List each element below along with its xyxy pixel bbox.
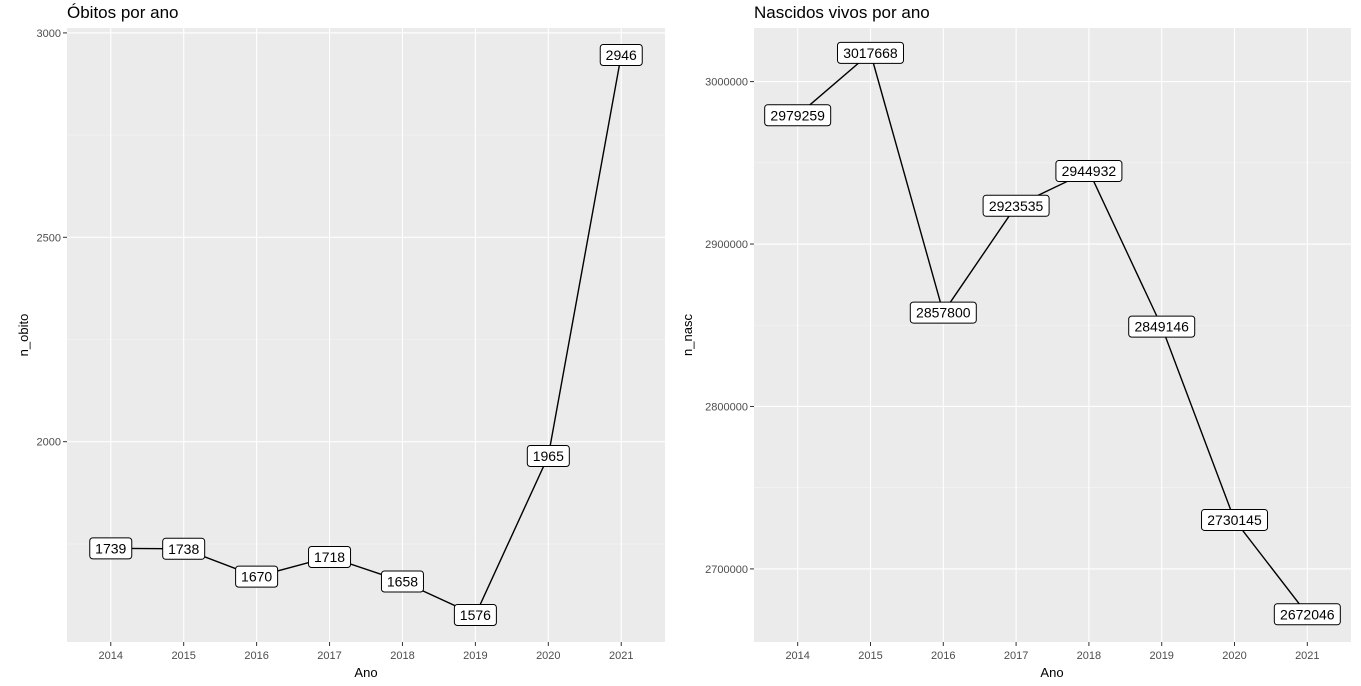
data-labels: 2979259 3017668 2857800 2923535 2944932 28491…: [764, 41, 1341, 626]
y-tick-label: 3000: [37, 28, 61, 40]
data-label-box: [909, 301, 977, 324]
x-tick-label: 2018: [1077, 650, 1101, 662]
x-tick-label: 2017: [1004, 650, 1028, 662]
data-label: 1739: [89, 537, 133, 560]
data-label: 1738: [162, 537, 206, 560]
y-tick-label: 2000: [37, 437, 61, 449]
data-label-box: [235, 565, 279, 588]
data-label-text: 1576: [460, 607, 491, 623]
data-label-box: [162, 537, 206, 560]
plot-panel: [67, 28, 665, 642]
x-tick-label: 2015: [171, 650, 195, 662]
data-label-box: [1201, 508, 1269, 531]
data-label-box: [89, 537, 133, 560]
data-label: 2672046: [1273, 603, 1341, 626]
data-label: 2946: [599, 43, 643, 66]
chart-title: Óbitos por ano: [67, 3, 179, 22]
x-tick-label: 2020: [536, 650, 560, 662]
axes: 2700000 2800000 2900000 3000000 2014 2015 2016…: [705, 77, 1319, 662]
y-axis-title: n_nasc: [680, 314, 695, 356]
x-tick-label: 2019: [463, 650, 487, 662]
data-label-box: [1055, 160, 1123, 183]
series-line: [797, 51, 1308, 615]
data-label-text: 2857800: [916, 305, 971, 321]
data-labels: 1739 1738 1670 1718 1658 1576 1965 2946: [89, 43, 643, 627]
x-tick-label: 2018: [390, 650, 414, 662]
data-label-box: [526, 445, 570, 468]
x-tick-label: 2014: [785, 650, 809, 662]
data-label: 1718: [308, 545, 352, 568]
data-label: 2944932: [1055, 160, 1123, 183]
y-tick-label: 2800000: [705, 401, 748, 413]
grid-lines: [67, 28, 665, 642]
data-label: 3017668: [836, 41, 904, 64]
data-label-text: 2923535: [989, 198, 1044, 214]
y-tick-label: 3000000: [705, 77, 748, 89]
data-label-text: 1965: [533, 448, 564, 464]
data-label-text: 2979259: [770, 107, 825, 123]
data-label-box: [982, 194, 1050, 217]
x-axis-title: Ano: [1040, 665, 1063, 680]
data-label-text: 1739: [95, 540, 126, 556]
data-label-text: 2944932: [1062, 163, 1117, 179]
x-tick-label: 2021: [609, 650, 633, 662]
data-label: 1658: [380, 570, 424, 593]
data-label-box: [599, 43, 643, 66]
data-label-text: 2946: [606, 47, 637, 63]
x-tick-label: 2016: [931, 650, 955, 662]
data-label: 1965: [526, 445, 570, 468]
data-label-box: [1273, 603, 1341, 626]
x-tick-label: 2016: [244, 650, 268, 662]
data-label-box: [380, 570, 424, 593]
data-label: 2857800: [909, 301, 977, 324]
y-tick-label: 2900000: [705, 239, 748, 251]
series: [797, 51, 1308, 615]
data-label-box: [1128, 315, 1196, 338]
data-label-text: 2849146: [1134, 319, 1189, 335]
data-label-text: 1658: [387, 573, 418, 589]
y-tick-label: 2500: [37, 232, 61, 244]
data-label: 1576: [453, 604, 497, 627]
x-tick-label: 2021: [1295, 650, 1319, 662]
x-tick-label: 2017: [317, 650, 341, 662]
chart-title: Nascidos vivos por ano: [754, 3, 930, 22]
data-label: 2979259: [764, 104, 832, 127]
plot-panel: [754, 28, 1351, 642]
nascidos-chart: Nascidos vivos por ano 2700000 2800000 290…: [680, 3, 1351, 680]
data-label-text: 2672046: [1280, 606, 1335, 622]
data-label: 2730145: [1201, 508, 1269, 531]
data-label-box: [308, 545, 352, 568]
data-label-text: 2730145: [1207, 512, 1262, 528]
data-label-text: 1670: [241, 569, 272, 585]
axes: 2000 2500 3000 2014 2015 2016 2017 2018 2019 2020…: [37, 28, 634, 662]
data-label: 1670: [235, 565, 279, 588]
data-label-text: 3017668: [843, 45, 898, 61]
data-label-box: [836, 41, 904, 64]
data-label: 2923535: [982, 194, 1050, 217]
data-label-text: 1718: [314, 549, 345, 565]
data-label-box: [453, 604, 497, 627]
x-axis-title: Ano: [354, 665, 377, 680]
x-tick-label: 2015: [858, 650, 882, 662]
data-label-text: 1738: [168, 541, 199, 557]
data-label: 2849146: [1128, 315, 1196, 338]
x-tick-label: 2020: [1222, 650, 1246, 662]
x-tick-label: 2014: [99, 650, 123, 662]
grid-lines: [754, 28, 1351, 642]
data-label-box: [764, 104, 832, 127]
y-axis-title: n_obito: [16, 314, 31, 357]
y-tick-label: 2700000: [705, 564, 748, 576]
x-tick-label: 2019: [1149, 650, 1173, 662]
